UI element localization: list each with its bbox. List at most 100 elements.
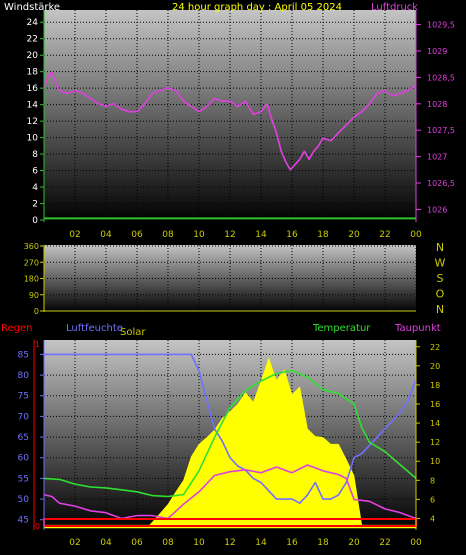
pressure-tick-label: 1028,5 xyxy=(427,73,455,82)
dewpoint-line xyxy=(43,464,417,520)
wind-tick-label: 20 xyxy=(27,51,39,61)
wind-tick-label: 16 xyxy=(27,84,39,94)
temperature-tick-label: 14 xyxy=(430,419,440,428)
chart-title: 24 hour graph day : April 05 2024 xyxy=(172,2,342,13)
pressure-axis-label: Luftdruck xyxy=(371,2,418,13)
x-tick-label: 10 xyxy=(193,230,205,240)
x-tick-label: 08 xyxy=(162,230,174,240)
x-axis-ticks-top: 02 04 06 08 10 12 14 16 18 20 22 00 xyxy=(69,230,422,240)
x-tick-label: 20 xyxy=(348,230,360,240)
x-tick-label: 12 xyxy=(224,230,235,240)
pressure-tick-label: 1029,5 xyxy=(427,21,455,30)
wind-tick-label: 0 xyxy=(32,216,38,226)
x-tick-label: 18 xyxy=(317,230,329,240)
temperature-tick-label: 4 xyxy=(430,514,435,523)
wind-tick-label: 18 xyxy=(27,68,39,78)
compass-label: W xyxy=(435,257,446,270)
x-tick-label: 02 xyxy=(69,538,80,548)
luftfeuchte-label: Luftfeuchte xyxy=(66,323,123,334)
x-axis-ticks-bottom: 02 04 06 08 10 12 14 16 18 20 22 00 xyxy=(69,538,422,548)
x-tick-label: 18 xyxy=(317,538,329,548)
wind-tick-label: 4 xyxy=(32,183,38,193)
compass-label: N xyxy=(436,303,444,316)
pressure-tick-label: 1027,5 xyxy=(427,126,455,135)
x-tick-label: 06 xyxy=(131,230,143,240)
x-tick-label: 20 xyxy=(348,538,360,548)
x-tick-label: 14 xyxy=(255,230,267,240)
wind-tick-label: 22 xyxy=(27,35,38,45)
pressure-panel-series xyxy=(43,71,417,220)
x-tick-label: 22 xyxy=(379,230,390,240)
pressure-tick-label: 1029 xyxy=(427,47,447,56)
wind-tick-label: 14 xyxy=(27,101,39,111)
pressure-panel-grid xyxy=(44,10,417,222)
pressure-line xyxy=(43,71,417,171)
pressure-tick-label: 1028 xyxy=(427,100,447,109)
wind-tick-label: 8 xyxy=(32,150,38,160)
temperature-tick-label: 22 xyxy=(430,343,440,352)
temperature-tick-label: 6 xyxy=(430,495,435,504)
taupunkt-label: Taupunkt xyxy=(394,323,441,334)
temperature-tick-label: 8 xyxy=(430,476,435,485)
pressure-tick-label: 1026 xyxy=(427,205,447,214)
wind-axis-label: Windstärke xyxy=(4,2,60,13)
solar-label: Solar xyxy=(120,327,146,338)
temperature-line xyxy=(43,369,417,498)
compass-label: N xyxy=(436,241,444,254)
temperature-tick-label: 12 xyxy=(430,438,440,447)
wind-tick-label: 24 xyxy=(27,18,39,28)
pressure-tick-label: 1026,5 xyxy=(427,179,455,188)
regen-axis-ticks: 10 xyxy=(35,340,40,531)
regen-label: Regen xyxy=(1,323,33,334)
direction-tick-label: 0 xyxy=(34,307,39,316)
x-tick-label: 04 xyxy=(100,538,112,548)
x-tick-label: 04 xyxy=(100,230,112,240)
x-tick-label: 08 xyxy=(162,538,174,548)
humidity-tick-label: 45 xyxy=(18,516,29,526)
x-tick-label: 00 xyxy=(410,230,422,240)
humidity-tick-label: 55 xyxy=(18,474,29,484)
wind-tick-label: 12 xyxy=(27,117,38,127)
x-tick-label: 12 xyxy=(224,538,235,548)
humidity-tick-label: 80 xyxy=(18,371,30,381)
x-tick-label: 16 xyxy=(286,230,298,240)
temperature-axis-ticks: 4 6 8 10 12 14 16 18 20 22 xyxy=(416,343,440,523)
temperature-tick-label: 20 xyxy=(430,362,440,371)
direction-tick-label: 270 xyxy=(24,258,39,267)
regen-tick-label: 1 xyxy=(35,340,40,349)
humidity-tick-label: 50 xyxy=(18,495,30,505)
direction-tick-label: 180 xyxy=(24,275,39,284)
temperature-tick-label: 18 xyxy=(430,381,440,390)
x-tick-label: 10 xyxy=(193,538,205,548)
regen-tick-label: 0 xyxy=(35,522,40,531)
x-tick-label: 00 xyxy=(410,538,422,548)
wind-tick-label: 6 xyxy=(32,167,38,177)
humidity-tick-label: 75 xyxy=(18,392,29,402)
humidity-tick-label: 65 xyxy=(18,433,29,443)
x-tick-label: 02 xyxy=(69,230,80,240)
x-tick-label: 16 xyxy=(286,538,298,548)
x-tick-label: 22 xyxy=(379,538,390,548)
wind-tick-label: 10 xyxy=(27,134,39,144)
temperatur-label: Temperatur xyxy=(312,323,371,334)
temperature-tick-label: 16 xyxy=(430,400,440,409)
wind-direction-ticks: 0 90 180 270 360 xyxy=(24,242,44,316)
humidity-axis-ticks: 45 50 55 60 65 70 75 80 85 xyxy=(18,350,44,526)
humidity-line xyxy=(44,353,417,505)
temperature-tick-label: 10 xyxy=(430,457,440,466)
pressure-axis-ticks: 1026 1026,5 1027 1027,5 1028 1028,5 1029 1029,5 xyxy=(416,21,455,214)
direction-tick-label: 360 xyxy=(24,242,39,251)
x-tick-label: 14 xyxy=(255,538,267,548)
compass-label: S xyxy=(437,272,444,285)
humidity-tick-label: 60 xyxy=(18,454,30,464)
humidity-tick-label: 70 xyxy=(18,412,30,422)
pressure-tick-label: 1027 xyxy=(427,153,447,162)
direction-tick-label: 90 xyxy=(29,291,39,300)
compass-label: O xyxy=(436,288,445,301)
x-tick-label: 06 xyxy=(131,538,143,548)
humidity-tick-label: 85 xyxy=(18,350,29,360)
wind-tick-label: 2 xyxy=(32,200,38,210)
